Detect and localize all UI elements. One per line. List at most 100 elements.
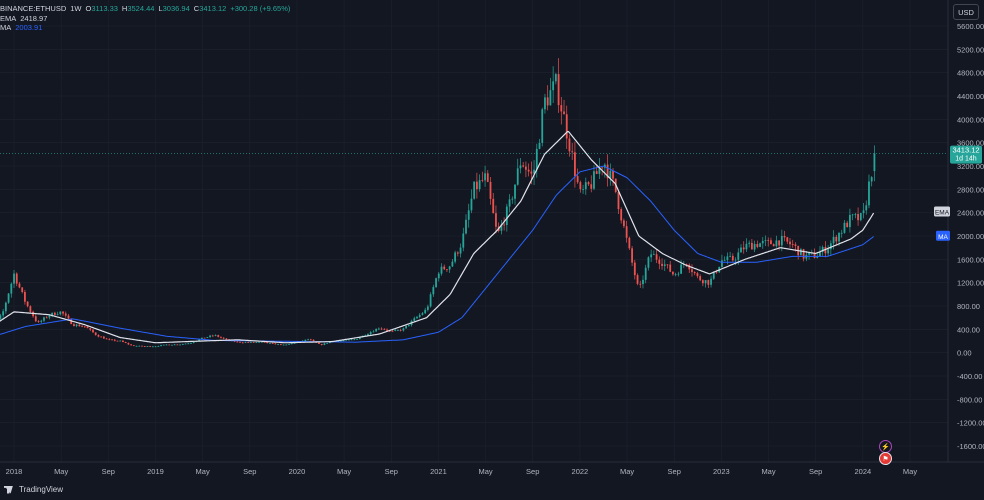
- x-tick-label: May: [478, 467, 492, 476]
- currency-button[interactable]: USD: [953, 4, 979, 20]
- candle-body: [260, 341, 263, 343]
- candle-body: [391, 330, 394, 332]
- candle-body: [505, 206, 508, 226]
- candle-body: [81, 326, 83, 328]
- candle-body: [729, 255, 732, 257]
- candle-body: [424, 309, 427, 314]
- y-tick-label: 4400.00: [957, 92, 984, 101]
- y-tick-label: 5200.00: [957, 45, 984, 54]
- candle-body: [557, 74, 560, 106]
- candle-body: [274, 343, 277, 345]
- candle-body: [143, 346, 146, 347]
- candle-body: [443, 266, 446, 270]
- candle-body: [816, 256, 819, 258]
- candle-body: [688, 264, 691, 270]
- candle-body: [432, 287, 435, 295]
- x-tick-label: Sep: [809, 467, 822, 476]
- candle-body: [64, 313, 67, 316]
- candle-body: [639, 283, 642, 285]
- candle-body: [636, 275, 639, 284]
- candle-body: [127, 343, 130, 345]
- candle-body: [750, 242, 753, 250]
- candle-body: [435, 278, 437, 288]
- candle-body: [0, 315, 2, 319]
- candle-body: [481, 180, 484, 181]
- candle-body: [323, 343, 326, 345]
- candle-body: [802, 249, 805, 259]
- candle-body: [857, 213, 859, 221]
- candle-body: [21, 287, 24, 293]
- x-tick-label: May: [620, 467, 634, 476]
- candle-body: [209, 335, 211, 338]
- x-tick-label: Sep: [668, 467, 681, 476]
- candle-body: [279, 344, 282, 345]
- candle-body: [29, 306, 32, 312]
- legend-close: 3413.12: [199, 4, 227, 13]
- candle-body: [655, 254, 658, 260]
- candle-body: [426, 306, 429, 310]
- candle-body: [786, 237, 789, 242]
- legend-ma-row[interactable]: MA 2003.91: [0, 23, 290, 33]
- candle-body: [4, 302, 7, 312]
- candle-body: [617, 192, 620, 210]
- candle-body: [372, 331, 375, 333]
- candle-body: [198, 339, 201, 341]
- y-tick-label: 0.00: [957, 349, 972, 358]
- candle-body: [75, 324, 78, 327]
- candle-body: [791, 244, 794, 245]
- candle-body: [192, 341, 195, 343]
- candle-body: [307, 339, 309, 341]
- time-axis[interactable]: 2018 May Sep 2019 May Sep 2020 May Sep 2021 May Sep…: [0, 461, 984, 476]
- candle-body: [642, 279, 644, 285]
- candle-body: [737, 252, 740, 260]
- y-tick-label: 800.00: [957, 302, 980, 311]
- candle-body: [821, 246, 824, 252]
- candle-body: [18, 283, 21, 288]
- candle-body: [51, 312, 54, 316]
- candle-body: [206, 337, 209, 338]
- tradingview-mark-icon: [4, 485, 13, 494]
- candle-body: [78, 324, 81, 327]
- x-tick-label: May: [196, 467, 210, 476]
- candle-body: [862, 210, 865, 214]
- candle-body: [470, 198, 473, 211]
- candle-body: [116, 340, 119, 342]
- candle-body: [748, 242, 751, 244]
- candle-body: [241, 342, 244, 344]
- candle-body: [462, 233, 465, 248]
- candle-body: [320, 343, 323, 345]
- tradingview-logo[interactable]: TradingView: [4, 485, 63, 494]
- candle-body: [37, 321, 40, 323]
- candle-body: [459, 247, 462, 254]
- candle-body: [181, 343, 184, 345]
- candle-body: [113, 339, 116, 341]
- candle-body: [358, 337, 361, 340]
- candle-body: [873, 153, 876, 172]
- candle-body: [356, 339, 358, 340]
- candle-body: [783, 235, 786, 238]
- candle-body: [236, 341, 239, 343]
- candle-body: [290, 343, 293, 345]
- candle-body: [699, 276, 702, 281]
- y-tick-label: -800.00: [957, 395, 982, 404]
- candle-body: [10, 283, 13, 294]
- price-axis[interactable]: 5600.00 5200.00 4800.00 4400.00 4000.00 3600.…: [947, 0, 984, 462]
- legend-ema-row[interactable]: EMA 2418.97: [0, 14, 290, 24]
- candle-body: [731, 255, 734, 261]
- candle-body: [214, 335, 217, 336]
- candle-body: [794, 244, 797, 246]
- flag-icon[interactable]: ⚑: [879, 452, 892, 465]
- candle-body: [318, 342, 320, 344]
- candle-body: [691, 269, 693, 273]
- candle-body: [345, 339, 348, 341]
- candle-body: [154, 346, 157, 348]
- legend-symbol[interactable]: BINANCE:ETHUSD: [0, 4, 67, 13]
- candle-body: [26, 301, 29, 307]
- candle-body: [742, 247, 745, 250]
- y-tick-label: 400.00: [957, 325, 980, 334]
- candle-body: [849, 214, 851, 228]
- candle-body: [24, 292, 26, 302]
- candle-body: [865, 205, 868, 211]
- ma-tag-label: MA: [938, 234, 948, 241]
